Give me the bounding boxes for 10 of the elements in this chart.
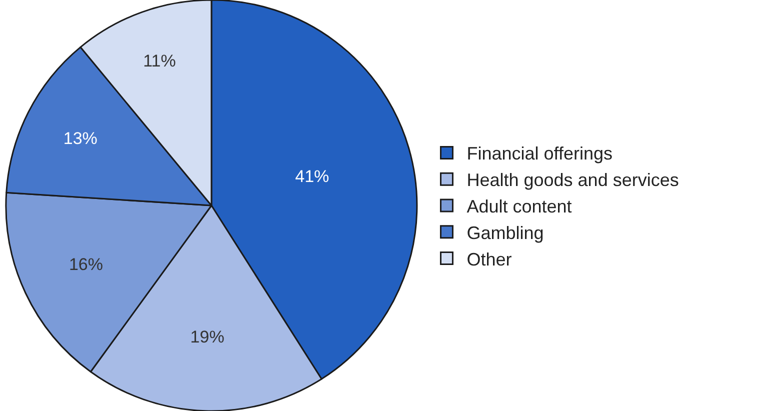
data-label: 11% bbox=[143, 52, 176, 71]
legend-label: Gambling bbox=[466, 222, 544, 243]
data-label: 13% bbox=[63, 129, 98, 148]
data-label: 19% bbox=[190, 327, 224, 346]
data-label: 16% bbox=[68, 255, 103, 274]
legend-label: Other bbox=[466, 249, 512, 270]
data-label: 41% bbox=[295, 166, 330, 186]
legend-label: Financial offerings bbox=[466, 144, 612, 164]
legend-label: Adult content bbox=[466, 196, 572, 217]
legend-label: Health goods and services bbox=[466, 170, 679, 190]
